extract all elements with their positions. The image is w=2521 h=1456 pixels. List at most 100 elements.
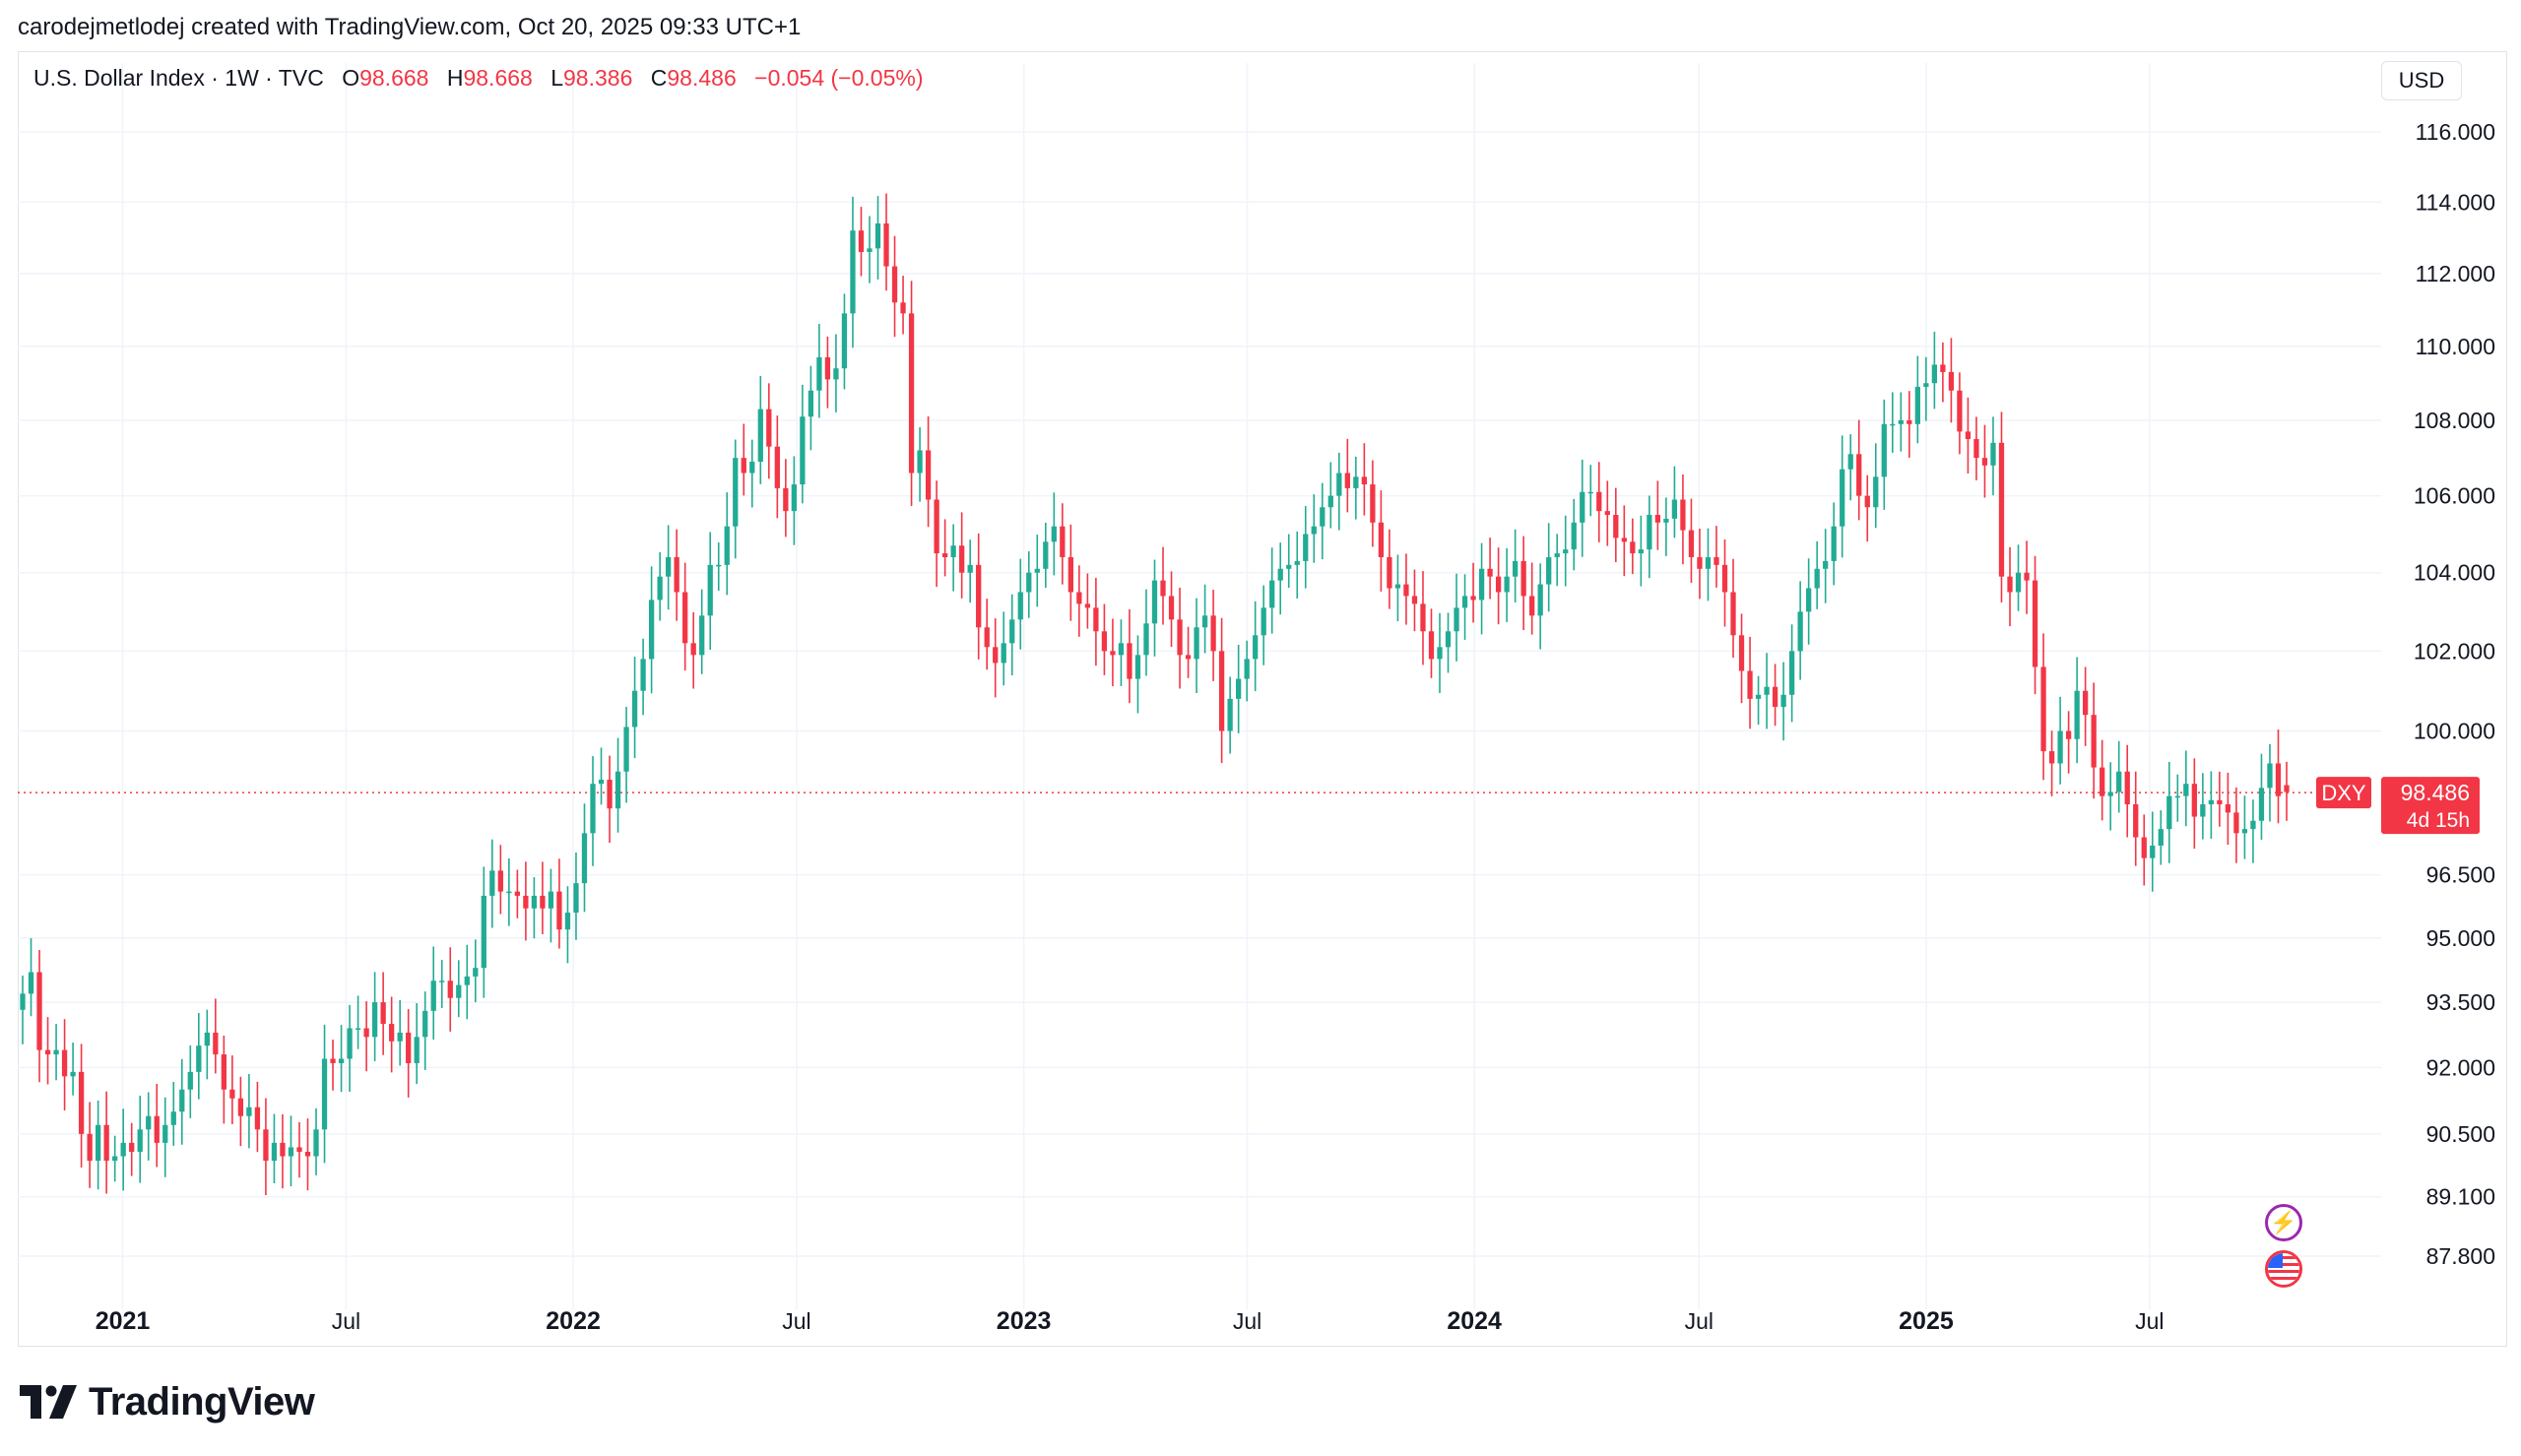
candle [1613, 487, 1619, 563]
candle [824, 336, 831, 409]
candle-body [1520, 560, 1526, 597]
candle-body [271, 1142, 278, 1162]
symbol-legend: U.S. Dollar Index · 1W · TVC O98.668 H98… [33, 65, 923, 92]
candle [1797, 581, 1803, 680]
candle-body [1973, 439, 1979, 459]
candle [2007, 546, 2013, 627]
last-price-tag [2381, 777, 2480, 835]
candle-body [1470, 596, 1476, 601]
lightning-icon[interactable]: ⚡ [2265, 1204, 2302, 1241]
y-tick-label: 114.000 [2416, 189, 2495, 215]
candle-body [657, 576, 663, 601]
candle [833, 334, 839, 412]
candle-body [2158, 829, 2164, 846]
candle [1705, 528, 1712, 601]
y-tick-label: 95.000 [2426, 925, 2495, 951]
candle-body [1587, 491, 1593, 494]
candle-body [397, 1032, 403, 1042]
candle [2183, 750, 2189, 827]
candle [1713, 526, 1719, 588]
y-tick-label: 116.000 [2416, 119, 2495, 145]
candle-body [430, 981, 436, 1011]
candle [1671, 466, 1678, 538]
candle-body [389, 1024, 395, 1042]
candle-body [1201, 615, 1208, 628]
candle [883, 193, 889, 291]
candle [891, 235, 898, 338]
us-flag-icon[interactable] [2265, 1250, 2302, 1288]
candle-body [2007, 576, 2013, 593]
chart-pane[interactable] [18, 51, 2507, 1347]
candle-body [497, 870, 503, 892]
candle-body [1320, 507, 1325, 527]
candle-body [456, 984, 462, 998]
candle-body [1931, 364, 1938, 384]
candle [548, 868, 554, 943]
candle-body [447, 981, 453, 998]
candle-body [2032, 580, 2038, 667]
tradingview-logo[interactable]: TradingView [20, 1376, 315, 1427]
candle-body [304, 1151, 311, 1157]
candle [1127, 609, 1132, 704]
currency-button[interactable]: USD [2381, 61, 2462, 100]
candle [1227, 676, 1233, 754]
candle-body [883, 222, 889, 267]
candle-body [1546, 556, 1552, 585]
candle [61, 1019, 68, 1110]
candle [2032, 555, 2038, 695]
candle-body [581, 833, 588, 884]
candle [1780, 662, 1786, 741]
candle-body [1965, 431, 1972, 440]
candle [514, 869, 521, 918]
candle [1294, 531, 1300, 600]
candle [648, 566, 655, 694]
candle-body [1294, 560, 1300, 565]
candle-body [280, 1142, 286, 1157]
candle-body [783, 487, 789, 512]
candle [2083, 666, 2089, 746]
candle-body [757, 409, 763, 462]
candle [1487, 538, 1493, 600]
candle-body [154, 1115, 160, 1143]
candle [2191, 758, 2197, 850]
x-tick-label: Jul [1685, 1308, 1713, 1334]
candle [774, 415, 780, 519]
candle [1387, 529, 1392, 609]
candle [707, 532, 713, 650]
candle [1806, 558, 1812, 645]
candle-body [406, 1032, 412, 1063]
y-tick-label: 108.000 [2414, 408, 2495, 433]
candle-body [1663, 518, 1669, 523]
candle-body [1890, 423, 1896, 426]
candle-body [741, 458, 746, 474]
candle-body [724, 526, 730, 565]
candle-body [254, 1107, 261, 1130]
candle [1504, 547, 1510, 622]
candle [1076, 565, 1082, 637]
candle-body [648, 600, 655, 660]
candle [112, 1135, 118, 1182]
candle-body [766, 409, 772, 447]
candle-body [1563, 549, 1569, 554]
candle [1151, 559, 1158, 657]
candle [1730, 558, 1736, 659]
candle [1311, 494, 1317, 563]
candle [1277, 542, 1283, 615]
candle [1587, 465, 1593, 517]
symbol-title[interactable]: U.S. Dollar Index · 1W · TVC [33, 65, 324, 91]
candle [1260, 585, 1266, 665]
candle-body [1210, 615, 1216, 652]
candle [1990, 416, 1996, 496]
candle-body [2233, 812, 2239, 834]
y-tick-label: 92.000 [2426, 1054, 2495, 1080]
candle-body [1277, 568, 1283, 581]
open-label: O [342, 65, 360, 91]
candle-body [1403, 584, 1409, 597]
candle [581, 803, 588, 913]
candle-body [1840, 469, 1845, 527]
candle [724, 492, 730, 596]
candle-body [993, 647, 999, 664]
candle-body [1764, 686, 1770, 695]
candle [1353, 456, 1359, 520]
